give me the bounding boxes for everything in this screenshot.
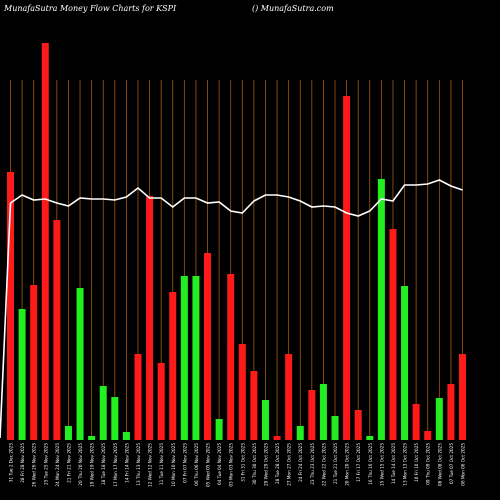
x-tick-label: 28 Tue 28 Oct 2025 [275, 443, 280, 484]
x-tick-label: 11 Tue 11 Nov 2025 [159, 443, 164, 485]
x-tick-label: 14 Tue 14 Oct 2025 [391, 443, 396, 484]
x-tick-label: 31 Fri 31 Oct 2025 [240, 443, 245, 482]
x-tick-label: 25 Tue 25 Nov 2025 [43, 443, 48, 485]
bar-red [459, 354, 466, 440]
x-tick-label: 26 Wed 26 Nov 2025 [32, 443, 37, 487]
x-tick-label: 10 Mon 10 Nov 2025 [171, 443, 176, 487]
bar-red [273, 436, 281, 440]
x-tick-label: 03 Mon 03 Nov 2025 [229, 443, 234, 487]
x-tick-label: 17 Mon 17 Nov 2025 [113, 443, 118, 487]
x-tick-label: 15 Wed 15 Oct 2025 [379, 443, 384, 486]
chart-title: MunafaSutra Money Flow Charts for KSPI [4, 4, 177, 13]
bar-red [343, 96, 351, 440]
bar-red [146, 196, 154, 440]
x-tick-label: 23 Thu 23 Oct 2025 [310, 443, 315, 485]
bar-red [157, 363, 165, 440]
x-tick-label: 06 Mon 06 Oct 2025 [461, 443, 466, 486]
x-tick-label: 13 Mon 13 Oct 2025 [403, 443, 408, 486]
bar-red [30, 285, 38, 440]
bar-green [111, 397, 119, 440]
bar-red [447, 384, 455, 440]
x-tick-label: 05 Wed 05 Nov 2025 [206, 443, 211, 487]
bar-red [389, 229, 397, 440]
x-tick-label: 12 Wed 12 Nov 2025 [148, 443, 153, 487]
bar-green [366, 436, 374, 440]
bar-green [261, 400, 269, 440]
bar-green [180, 276, 188, 440]
bar-red [308, 390, 316, 440]
x-tick-label: 10 Fri 10 Oct 2025 [414, 443, 419, 482]
x-tick-label: 24 Mon 24 Nov 2025 [55, 443, 60, 487]
bar-red [53, 220, 61, 440]
x-tick-label: 19 Wed 19 Nov 2025 [90, 443, 95, 487]
x-tick-label: 27 Mon 27 Oct 2025 [287, 443, 292, 486]
x-tick-label: 28 Fri 28 Nov 2025 [20, 443, 25, 483]
x-tick-label: 04 Tue 04 Nov 2025 [217, 443, 222, 485]
x-tick-label: 20 Thu 20 Nov 2025 [78, 443, 83, 486]
bar-green [319, 384, 327, 440]
x-tick-label: 09 Thu 09 Oct 2025 [426, 443, 431, 485]
x-tick-label: 21 Fri 21 Nov 2025 [66, 443, 71, 483]
bar-red [169, 292, 177, 440]
bar-green [99, 386, 107, 440]
bar-green [18, 309, 26, 440]
x-tick-label: 29 Wed 29 Oct 2025 [263, 443, 268, 486]
x-tick-label: 06 Thu 06 Nov 2025 [194, 443, 199, 486]
bar-green [377, 179, 385, 440]
x-tick-label: 17 Fri 17 Oct 2025 [356, 443, 361, 482]
bar-red [354, 410, 362, 440]
x-tick-label: 21 Tue 21 Oct 2025 [333, 443, 338, 484]
bar-red [227, 274, 235, 440]
bar-green [401, 286, 409, 440]
bar-green [192, 276, 200, 440]
bar-red [250, 371, 258, 440]
x-tick-label: 14 Fri 14 Nov 2025 [124, 443, 129, 483]
bar-red [424, 431, 432, 440]
x-tick-label: 07 Tue 07 Oct 2025 [449, 443, 454, 484]
x-tick-label: 22 Wed 22 Oct 2025 [321, 443, 326, 486]
bar-green [122, 432, 130, 440]
money-flow-line [0, 179, 463, 439]
bar-green [64, 426, 72, 440]
bar-red [204, 253, 212, 440]
x-tick-label: 13 Thu 13 Nov 2025 [136, 443, 141, 486]
x-tick-label: 16 Thu 16 Oct 2025 [368, 443, 373, 485]
bar-green [88, 436, 96, 440]
x-tick-label: 24 Fri 24 Oct 2025 [298, 443, 303, 482]
x-tick-labels: 31 Tue 2 Dec 2025 28 Fri 28 Nov 2025 26 We… [9, 443, 466, 487]
x-tick-label: 07 Fri 07 Nov 2025 [182, 443, 187, 483]
x-tick-label: 18 Tue 18 Nov 2025 [101, 443, 106, 485]
bar-red [238, 344, 246, 440]
x-tick-label: 08 Wed 08 Oct 2025 [437, 443, 442, 486]
bar-green [331, 416, 339, 440]
x-tick-label: 31 Tue 2 Dec 2025 [9, 443, 14, 483]
flow-line [0, 179, 463, 439]
bar-red [412, 404, 420, 440]
bar-green [215, 419, 223, 440]
site-label: () MunafaSutra.com [252, 4, 334, 13]
bar-green [76, 288, 84, 440]
bar-green [435, 398, 443, 440]
bars [7, 43, 466, 440]
x-tick-label: 20 Mon 20 Oct 2025 [345, 443, 350, 486]
bar-red [7, 172, 14, 440]
x-tick-label: 30 Thu 30 Oct 2025 [252, 443, 257, 485]
bar-red [285, 354, 293, 440]
bar-red [41, 43, 49, 440]
bar-green [296, 426, 304, 440]
bar-red [134, 354, 142, 440]
